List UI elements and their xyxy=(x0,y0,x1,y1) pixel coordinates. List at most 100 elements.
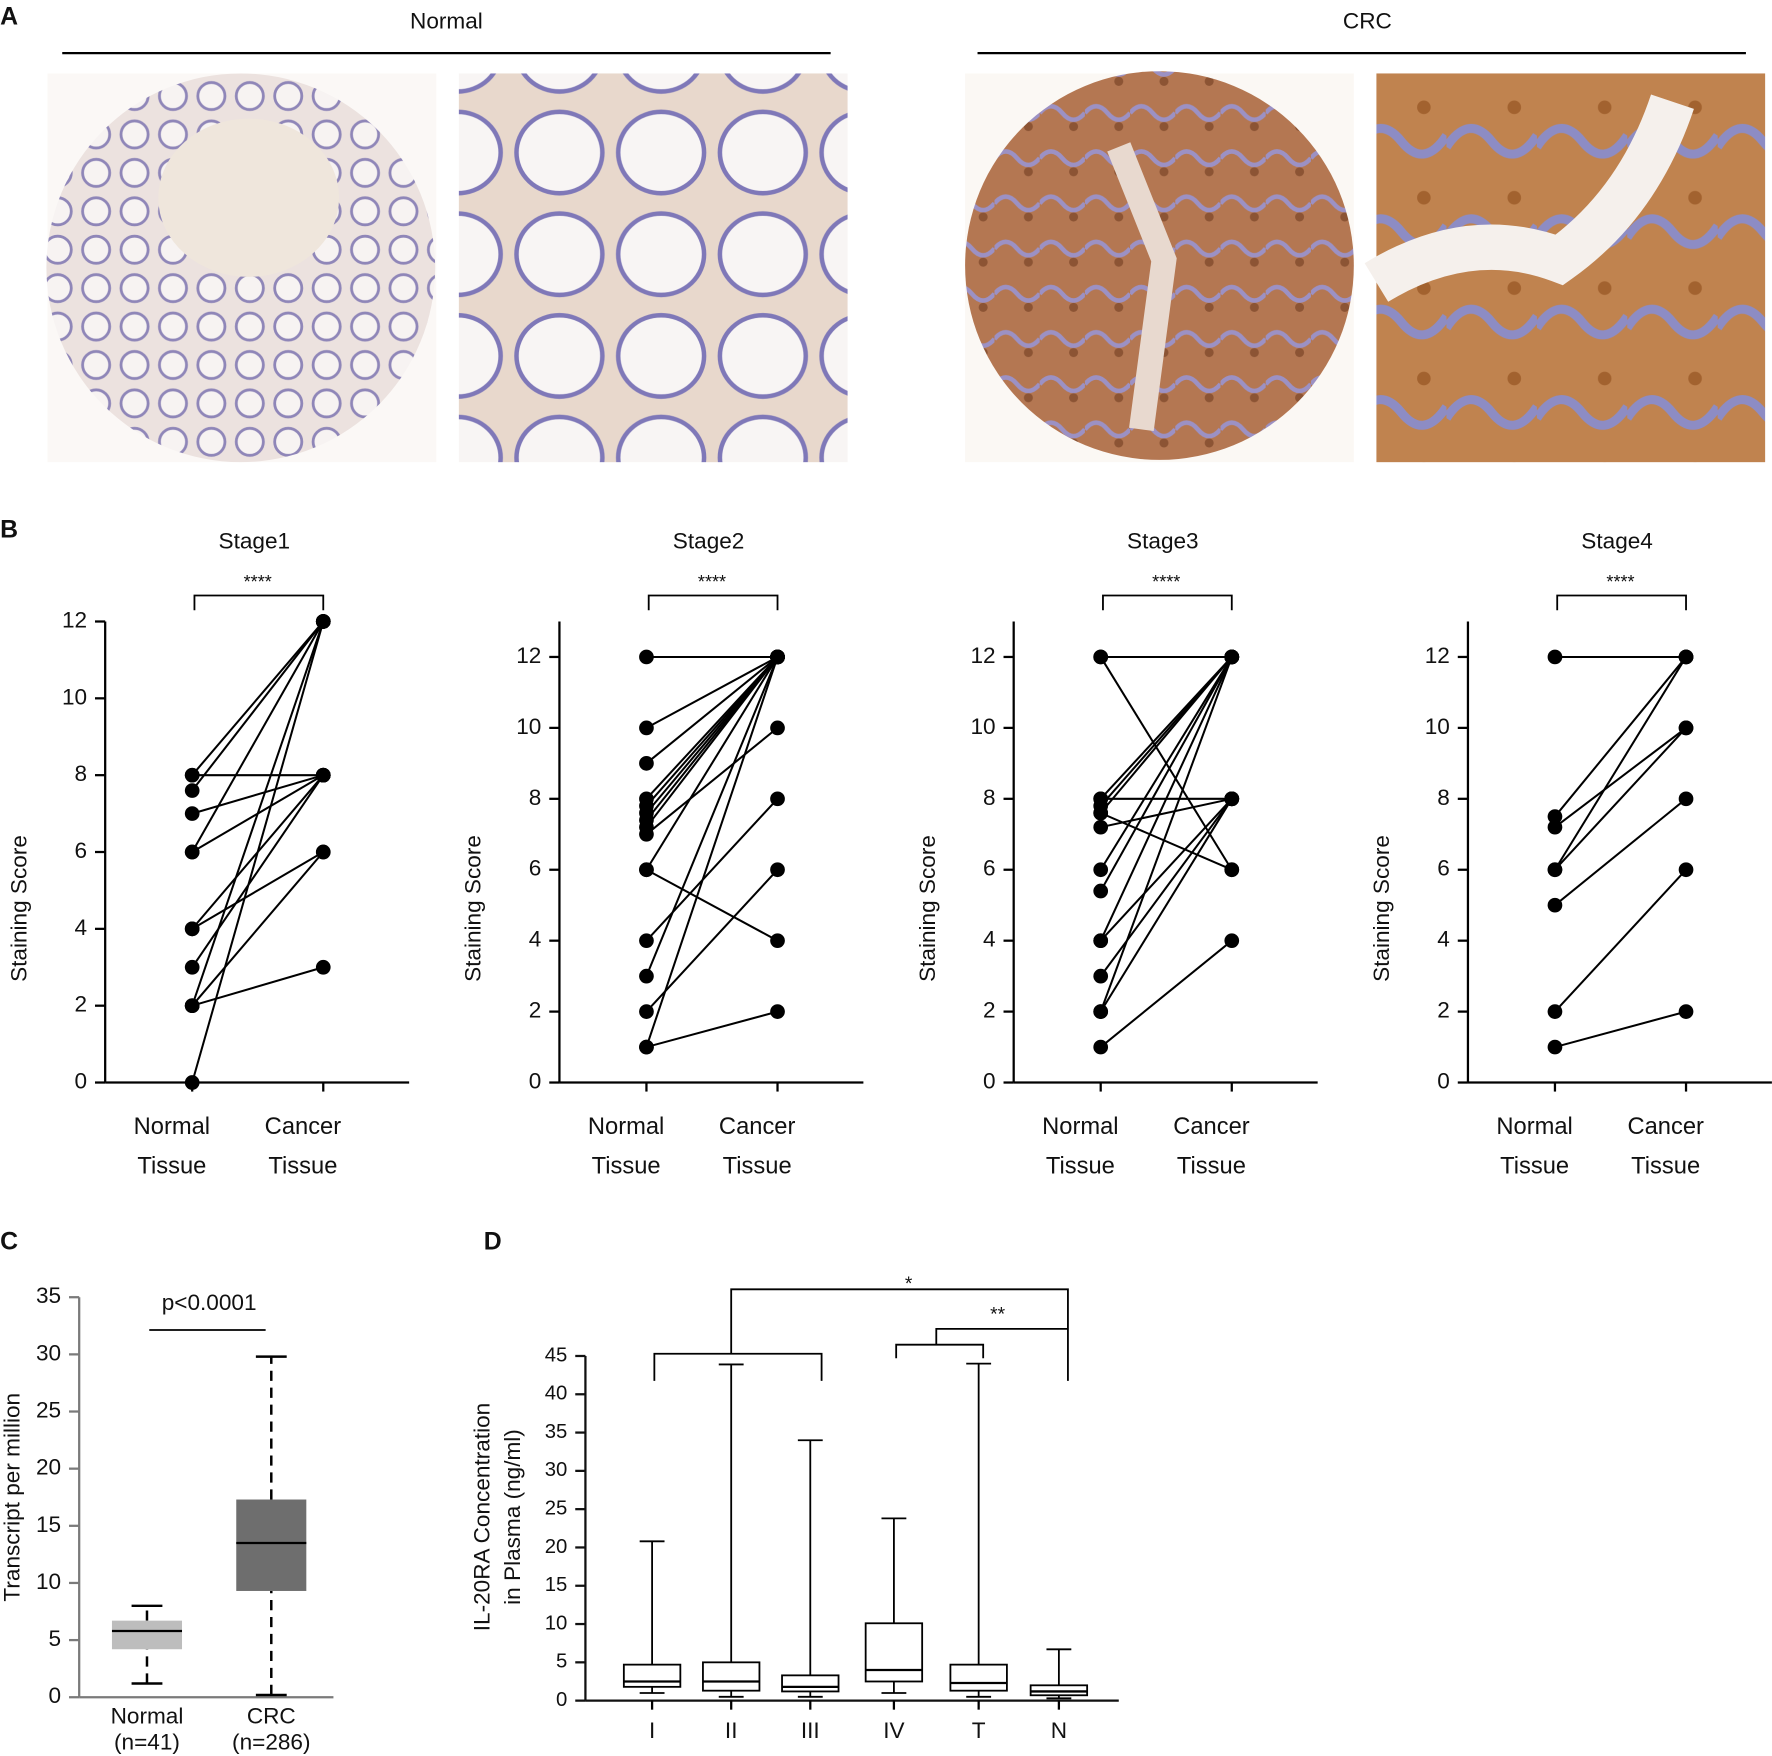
pair-line xyxy=(1554,798,1687,906)
pair-line xyxy=(1099,798,1233,977)
significance-bracket xyxy=(193,594,325,611)
y-tick-label: 6 xyxy=(983,856,996,881)
data-point xyxy=(639,1039,654,1055)
significance-bracket xyxy=(1556,594,1687,611)
micrograph xyxy=(46,73,437,463)
data-point xyxy=(1093,819,1109,835)
data-point xyxy=(184,998,200,1014)
data-point xyxy=(1678,862,1694,878)
data-point xyxy=(184,844,200,860)
data-point xyxy=(770,720,785,736)
y-tick-label: 10 xyxy=(62,684,87,709)
y-tick-label: 15 xyxy=(545,1574,568,1596)
data-point xyxy=(1547,862,1563,878)
data-point xyxy=(1547,649,1563,665)
x-tick-label: Cancer xyxy=(719,1114,796,1140)
y-tick-label: 8 xyxy=(529,785,542,810)
y-tick-label: 12 xyxy=(970,643,995,668)
data-point xyxy=(1093,862,1109,878)
y-tick-label: 0 xyxy=(529,1068,542,1093)
y-tick-label: 2 xyxy=(75,992,88,1017)
y-tick-label: 0 xyxy=(1437,1068,1450,1093)
pair-line xyxy=(645,868,779,942)
x-tick-label: Cancer xyxy=(1627,1114,1704,1140)
pair-line xyxy=(191,774,325,968)
panel-letter: C xyxy=(0,1229,18,1256)
y-tick-label: 6 xyxy=(529,856,542,881)
pair-line xyxy=(1100,797,1232,829)
x-tick-label: III xyxy=(801,1718,820,1743)
pair-line xyxy=(191,966,324,1007)
x-tick-label: Normal xyxy=(588,1114,664,1140)
y-tick-label: 30 xyxy=(36,1340,61,1365)
pair-line xyxy=(1100,939,1233,1048)
x-tick-label: II xyxy=(725,1718,738,1743)
pair-line xyxy=(645,656,779,729)
significance-label: **** xyxy=(244,572,272,592)
pair-line xyxy=(1554,727,1687,871)
significance-label: **** xyxy=(698,572,726,592)
data-point xyxy=(1224,933,1240,949)
pair-line xyxy=(645,869,779,1013)
y-tick-label: 15 xyxy=(36,1512,61,1537)
y-tick-label: 25 xyxy=(36,1397,61,1422)
y-tick-label: 2 xyxy=(983,998,996,1023)
y-tick-label: 0 xyxy=(49,1683,62,1708)
data-point xyxy=(1547,1039,1563,1055)
y-tick-label: 2 xyxy=(1437,998,1450,1023)
y-axis-label: Transcript per million xyxy=(0,1393,25,1602)
y-tick-label: 12 xyxy=(62,607,87,632)
x-tick-label: Tissue xyxy=(137,1154,206,1180)
box xyxy=(622,1663,682,1688)
data-point xyxy=(1093,933,1109,949)
pair-line xyxy=(1099,656,1233,814)
data-point xyxy=(639,649,654,665)
pair-line xyxy=(1554,656,1687,818)
data-point xyxy=(1224,649,1240,665)
data-point xyxy=(1547,1004,1563,1019)
y-tick-label: 4 xyxy=(75,915,88,940)
chart-title: Stage2 xyxy=(673,528,745,553)
data-point xyxy=(1093,805,1109,821)
y-tick-label: 20 xyxy=(545,1536,568,1558)
x-tick-label: Tissue xyxy=(1177,1154,1246,1180)
pair-line xyxy=(1554,869,1687,1013)
data-point xyxy=(315,614,331,629)
y-tick-label: 4 xyxy=(1437,927,1450,952)
y-tick-label: 12 xyxy=(1425,643,1450,668)
pair-line xyxy=(645,656,779,765)
y-tick-label: 0 xyxy=(556,1689,567,1711)
data-point xyxy=(184,921,200,937)
pair-line xyxy=(1099,656,1233,892)
x-tick-label: (n=41) xyxy=(114,1730,180,1755)
y-tick-label: 12 xyxy=(516,643,541,668)
pair-line xyxy=(1099,656,1233,871)
panel-letter: B xyxy=(0,517,18,544)
pair-line xyxy=(1554,1010,1687,1049)
x-tick-label: Tissue xyxy=(1046,1154,1115,1180)
y-tick-label: 4 xyxy=(983,927,996,952)
data-point xyxy=(770,649,785,665)
pair-line xyxy=(645,727,779,836)
pair-line xyxy=(645,656,779,871)
data-point xyxy=(1547,809,1563,824)
y-tick-label: 8 xyxy=(983,785,996,810)
y-tick-label: 6 xyxy=(1437,856,1450,881)
data-point xyxy=(184,783,200,798)
x-tick-label: T xyxy=(972,1718,986,1743)
data-point xyxy=(1224,791,1240,807)
significance-label: p<0.0001 xyxy=(162,1290,257,1315)
data-point xyxy=(639,933,654,949)
pair-line xyxy=(1099,656,1233,1012)
y-tick-label: 40 xyxy=(545,1383,568,1405)
data-point xyxy=(1093,649,1109,665)
data-point xyxy=(1093,883,1109,899)
y-tick-label: 5 xyxy=(556,1651,567,1673)
x-tick-label: Tissue xyxy=(1631,1154,1700,1180)
data-point xyxy=(1678,791,1694,807)
y-tick-label: 10 xyxy=(36,1569,61,1594)
y-tick-label: 5 xyxy=(49,1626,62,1651)
y-tick-label: 10 xyxy=(970,714,995,739)
